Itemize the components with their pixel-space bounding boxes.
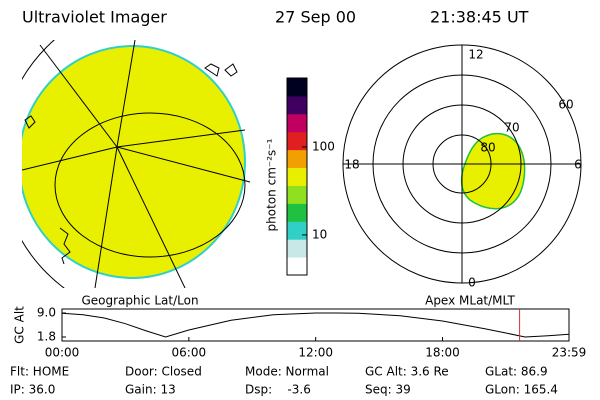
colorbar-segment (287, 203, 307, 222)
colorbar-frame (286, 77, 308, 276)
mlat-label: 70 (504, 121, 519, 135)
colorbar-segment (287, 167, 307, 186)
altitude-plot: 1.8 9.0 00:00 06:00 12:00 18:00 23:59 (37, 306, 586, 360)
colorbar-segment (287, 78, 307, 97)
status-field: IP: 36.0 (10, 383, 55, 397)
colorbar-segment (287, 95, 307, 115)
colorbar-tick-label: 100 (312, 139, 335, 153)
image-disk (22, 45, 246, 279)
mlat-label: 80 (480, 141, 495, 155)
colorbar-label: photon cm⁻²s⁻¹ (265, 138, 279, 231)
status-fields: Flt: HOME Door: Closed Mode: Normal GC Alt:… (10, 365, 558, 397)
status-field: Door: Closed (125, 365, 202, 379)
plot-frame (61, 308, 570, 342)
auroral-image (460, 133, 526, 210)
panel-label: Geographic Lat/Lon (81, 294, 198, 308)
colorbar-segment (287, 221, 307, 240)
status-field: GC Alt: 3.6 Re (365, 365, 449, 379)
mlt-label: 6 (574, 158, 582, 172)
apex-polar (342, 44, 582, 284)
status-field: Seq: 39 (365, 383, 411, 397)
colorbar-segment (287, 257, 307, 276)
x-tick-label: 18:00 (425, 346, 460, 360)
colorbar: 10 100 (286, 77, 335, 276)
status-field: GLon: 165.4 (485, 383, 558, 397)
mlt-label: 18 (344, 158, 359, 172)
y-tick-label: 9.0 (37, 306, 56, 320)
title: Ultraviolet Imager (22, 8, 167, 27)
geo-grid (22, 40, 251, 288)
meridian (94, 146, 118, 288)
colorbar-segment (287, 149, 307, 169)
x-tick-label: 12:00 (298, 346, 333, 360)
mlt-label: 0 (468, 276, 476, 290)
y-axis-label: GC Alt (13, 306, 27, 344)
meridian (39, 44, 118, 148)
meridian (116, 146, 186, 288)
colorbar-segment (287, 239, 307, 258)
status-field: Dsp: -3.6 (245, 383, 311, 397)
geographic-image (22, 40, 251, 288)
x-tick-label: 23:59 (552, 346, 587, 360)
meridian (116, 40, 136, 148)
meridian (116, 129, 246, 148)
lat-circle (54, 112, 246, 258)
status-field: Mode: Normal (245, 365, 329, 379)
mlat-label: 60 (558, 98, 573, 112)
x-tick-label: 00:00 (45, 346, 80, 360)
meridian (22, 146, 118, 171)
panel-label: Apex MLat/MLT (425, 294, 515, 308)
altitude-line (61, 312, 570, 338)
status-field: GLat: 86.9 (485, 365, 548, 379)
meridian (116, 146, 251, 183)
status-field: Gain: 13 (125, 383, 176, 397)
colorbar-tick-label: 10 (312, 227, 327, 241)
mlt-label: 12 (468, 48, 483, 62)
colorbar-segment (287, 131, 307, 151)
coastline (59, 227, 71, 265)
y-tick-label: 1.8 (37, 330, 56, 344)
time: 21:38:45 UT (430, 8, 529, 27)
colorbar-segment (287, 185, 307, 204)
date: 27 Sep 00 (275, 8, 356, 27)
x-tick-label: 06:00 (172, 346, 207, 360)
status-field: Flt: HOME (10, 365, 69, 379)
coastline (24, 63, 238, 129)
colorbar-segment (287, 113, 307, 133)
